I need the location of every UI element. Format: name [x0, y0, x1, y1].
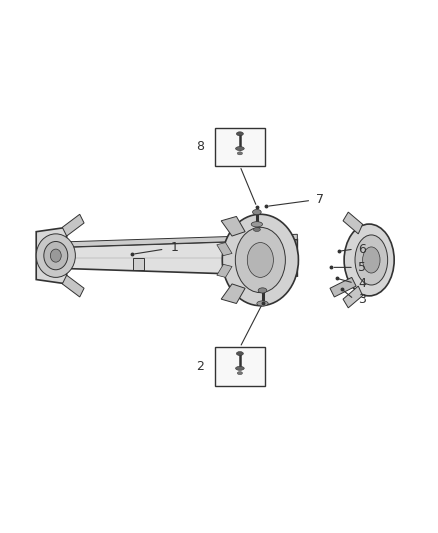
Ellipse shape: [247, 243, 273, 277]
Ellipse shape: [257, 301, 268, 306]
Polygon shape: [330, 277, 356, 297]
Text: 5: 5: [358, 261, 366, 274]
Ellipse shape: [237, 132, 244, 136]
Ellipse shape: [235, 228, 286, 293]
Bar: [215, 128, 265, 166]
Ellipse shape: [363, 247, 380, 273]
Ellipse shape: [236, 366, 244, 370]
Ellipse shape: [251, 222, 262, 227]
Ellipse shape: [236, 147, 244, 150]
Ellipse shape: [237, 372, 243, 375]
Text: 7: 7: [316, 192, 324, 206]
Polygon shape: [217, 264, 232, 277]
Polygon shape: [343, 212, 363, 234]
Polygon shape: [221, 216, 245, 236]
Ellipse shape: [50, 249, 61, 262]
Polygon shape: [343, 286, 363, 308]
Text: 6: 6: [358, 243, 366, 256]
Polygon shape: [133, 258, 144, 270]
Bar: [215, 348, 265, 386]
Polygon shape: [217, 243, 232, 256]
Ellipse shape: [253, 228, 260, 231]
Ellipse shape: [355, 235, 388, 285]
Polygon shape: [221, 284, 245, 303]
Polygon shape: [62, 214, 84, 236]
Text: 4: 4: [358, 277, 366, 289]
Polygon shape: [62, 275, 84, 297]
Text: 1: 1: [171, 241, 179, 254]
Ellipse shape: [222, 214, 298, 305]
Ellipse shape: [344, 224, 394, 296]
Text: 3: 3: [358, 293, 366, 305]
Polygon shape: [36, 228, 67, 284]
Ellipse shape: [237, 152, 243, 155]
Ellipse shape: [258, 288, 267, 293]
Text: 2: 2: [196, 360, 204, 373]
Polygon shape: [45, 235, 297, 248]
Ellipse shape: [44, 241, 68, 270]
Ellipse shape: [36, 234, 75, 277]
Text: 8: 8: [196, 140, 204, 154]
Ellipse shape: [237, 352, 244, 356]
Polygon shape: [45, 239, 297, 276]
Ellipse shape: [253, 209, 261, 215]
